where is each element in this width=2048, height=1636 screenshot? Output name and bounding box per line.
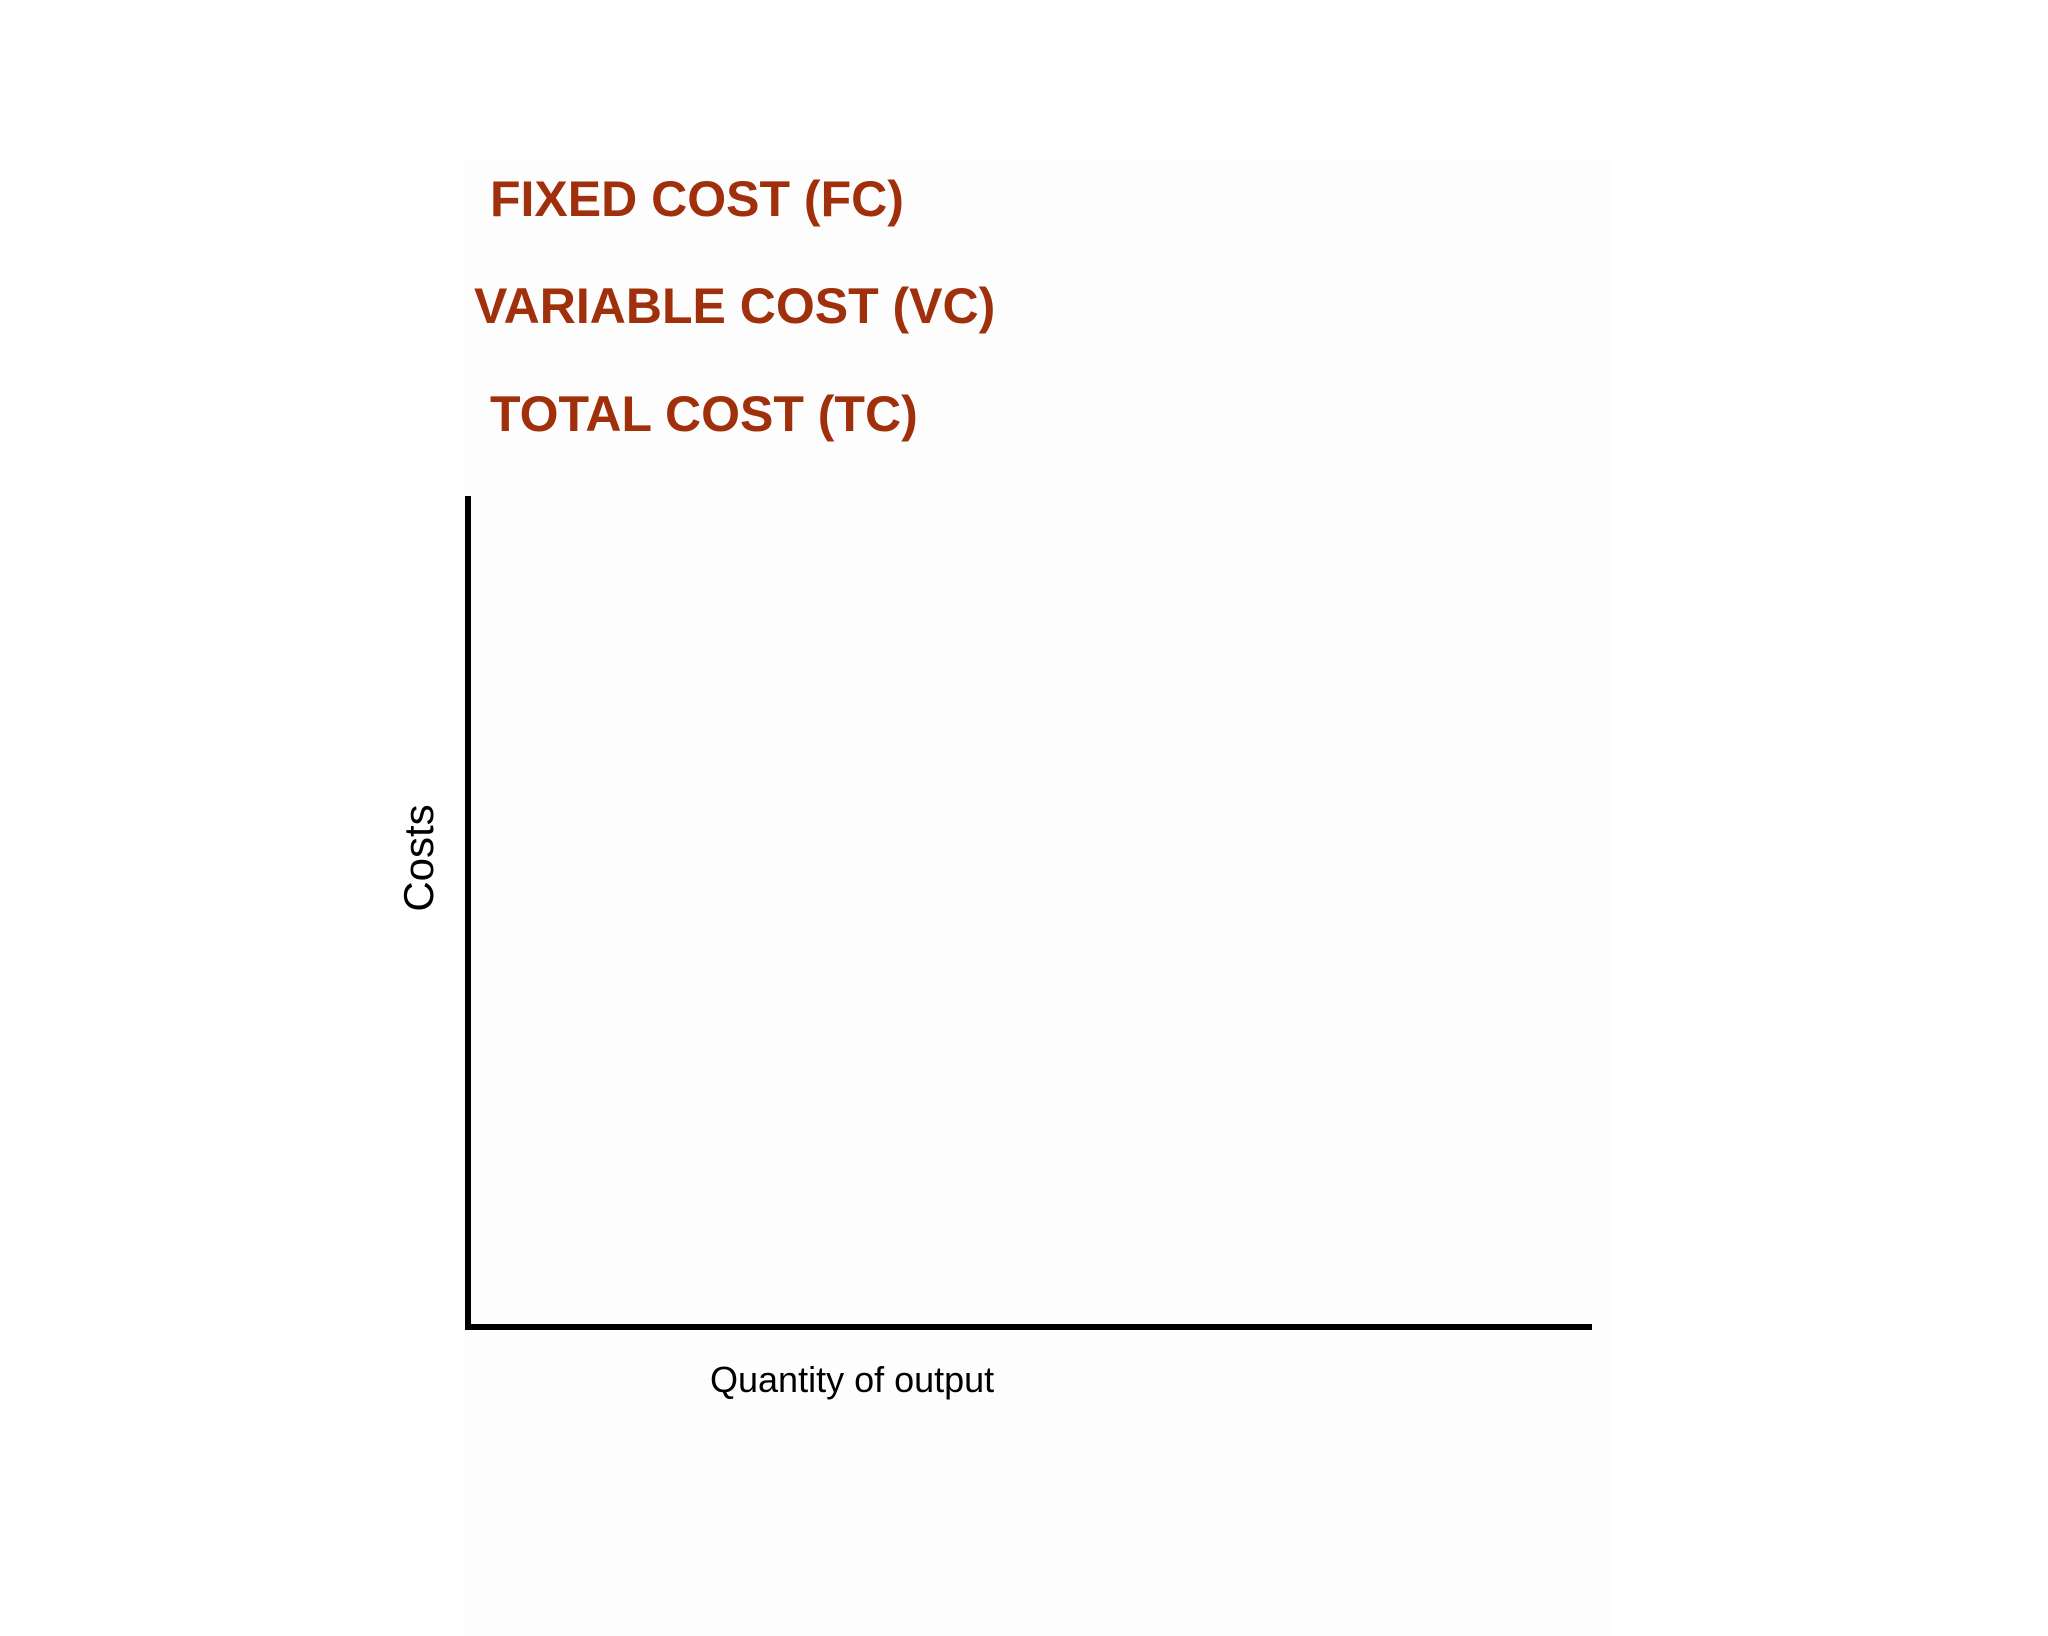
legend-variable-cost: VARIABLE COST (VC)	[474, 278, 996, 334]
chart-background-panel	[465, 160, 1610, 1636]
x-axis-label: Quantity of output	[710, 1359, 995, 1400]
y-axis-label: Costs	[395, 804, 442, 912]
legend-total-cost: TOTAL COST (TC)	[490, 386, 918, 442]
legend-fixed-cost: FIXED COST (FC)	[490, 171, 904, 227]
